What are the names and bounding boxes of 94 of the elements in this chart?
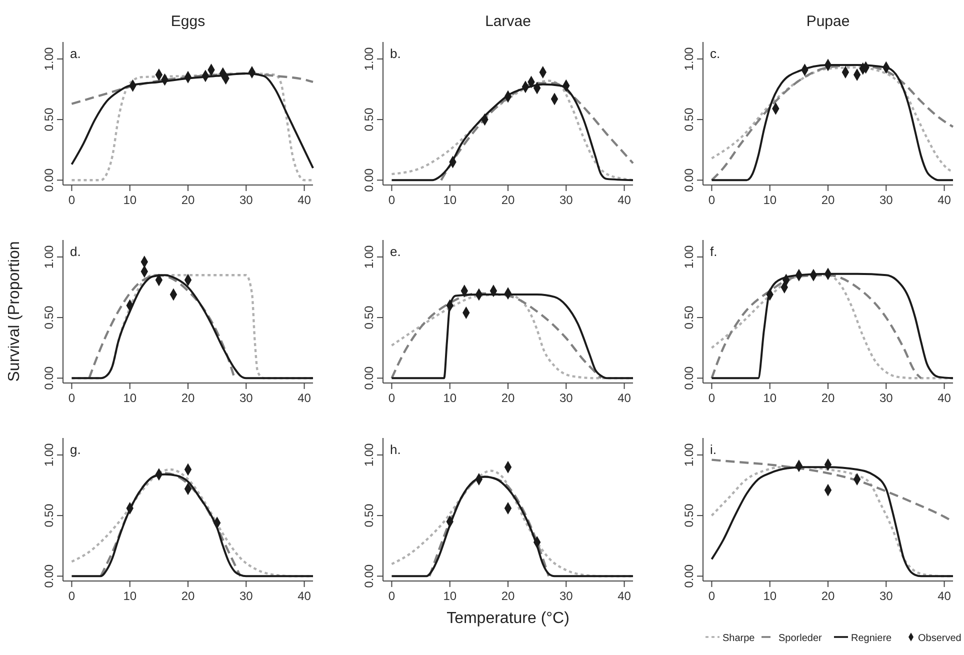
y-tick-label: 1.00 <box>362 442 376 467</box>
x-tick-label: 40 <box>938 589 952 603</box>
x-tick-label: 30 <box>559 391 574 405</box>
y-tick-label: 0.00 <box>682 168 696 192</box>
y-tick-label: 0.50 <box>42 108 56 132</box>
x-tick-label: 30 <box>239 589 254 603</box>
y-tick-label: 0.50 <box>362 108 376 132</box>
legend-label: Regniere <box>851 633 892 644</box>
annotation: e. <box>390 244 401 259</box>
x-tick-label: 20 <box>501 193 515 207</box>
x-tick-label: 40 <box>298 193 312 207</box>
y-tick-label: 1.00 <box>42 46 56 71</box>
y-tick-label: 1.00 <box>682 244 696 269</box>
x-tick-label: 40 <box>298 589 312 603</box>
line-series <box>70 274 314 380</box>
y-tick-label: 1.00 <box>42 244 56 269</box>
x-tick-label: 0 <box>388 589 396 603</box>
x-tick-label: 30 <box>879 589 894 603</box>
x-tick-label: 10 <box>443 391 457 405</box>
y-tick-label: 0.00 <box>42 564 56 588</box>
annotation: c. <box>710 46 720 61</box>
y-tick-label: 0.00 <box>362 564 376 588</box>
y-tick-label: 0.50 <box>682 504 696 528</box>
y-tick-label: 0.50 <box>362 306 376 330</box>
x-tick-label: 40 <box>618 589 632 603</box>
y-tick-label: 0.50 <box>42 306 56 330</box>
x-tick-label: 30 <box>559 193 574 207</box>
x-tick-label: 10 <box>763 391 777 405</box>
y-tick-label: 1.00 <box>682 442 696 467</box>
x-tick-label: 30 <box>879 193 894 207</box>
x-tick-label: 20 <box>821 193 835 207</box>
y-tick-label: 0.50 <box>682 108 696 132</box>
x-tick-label: 0 <box>708 391 716 405</box>
y-tick-label: 0.50 <box>42 504 56 528</box>
annotation: i. <box>710 442 716 457</box>
x-tick-label: 30 <box>559 589 574 603</box>
y-tick-label: 0.00 <box>42 366 56 390</box>
x-tick-label: 20 <box>181 589 195 603</box>
y-tick-label: 0.00 <box>682 366 696 390</box>
x-tick-label: 10 <box>443 589 457 603</box>
annotation: f. <box>710 244 718 259</box>
x-tick-label: 20 <box>501 589 515 603</box>
line-series <box>88 274 236 380</box>
legend-label: Sporleder <box>778 633 823 644</box>
x-tick-label: 10 <box>123 391 137 405</box>
annotation: h. <box>390 442 401 457</box>
x-tick-label: 20 <box>821 391 835 405</box>
x-tick-label: 10 <box>443 193 457 207</box>
y-tick-label: 1.00 <box>362 46 376 71</box>
line-series <box>440 82 634 182</box>
x-tick-label: 40 <box>298 391 312 405</box>
x-tick-label: 10 <box>763 193 777 207</box>
y-tick-label: 0.00 <box>682 564 696 588</box>
annotation: b. <box>390 46 401 61</box>
y-tick-label: 1.00 <box>362 244 376 269</box>
chart-title: Pupae <box>806 13 850 30</box>
x-tick-label: 0 <box>68 589 76 603</box>
x-tick-label: 40 <box>618 391 632 405</box>
x-tick-label: 40 <box>618 193 632 207</box>
chart-title: Eggs <box>170 13 206 30</box>
y-tick-label: 1.00 <box>682 46 696 71</box>
x-tick-label: 20 <box>501 391 515 405</box>
annotation: d. <box>70 244 81 259</box>
x-tick-label: 10 <box>123 193 137 207</box>
line-series <box>428 476 550 578</box>
y-tick-label: 0.00 <box>42 168 56 192</box>
x-tick-label: 40 <box>938 391 952 405</box>
x-tick-label: 0 <box>708 193 716 207</box>
chart-title: Larvae <box>485 13 531 30</box>
y-tick-label: 0.00 <box>362 366 376 390</box>
x-tick-label: 0 <box>68 193 76 207</box>
x-tick-label: 40 <box>938 193 952 207</box>
x-tick-label: 20 <box>181 391 195 405</box>
x-tick-label: 20 <box>181 193 195 207</box>
legend-label: Observed <box>918 633 962 644</box>
line-series <box>100 472 242 578</box>
annotation: a. <box>70 46 81 61</box>
x-tick-label: 30 <box>239 193 254 207</box>
legend-label: Sharpe <box>722 633 756 644</box>
y-tick-label: 0.50 <box>362 504 376 528</box>
x-tick-label: 30 <box>879 391 894 405</box>
y-tick-label: 0.00 <box>362 168 376 192</box>
y-tick-label: 1.00 <box>42 442 56 467</box>
x-axis-title: Temperature (°C) <box>446 610 570 627</box>
x-tick-label: 30 <box>239 391 254 405</box>
annotation: g. <box>70 442 81 457</box>
x-tick-label: 0 <box>708 589 716 603</box>
x-tick-label: 0 <box>68 391 76 405</box>
x-tick-label: 0 <box>388 391 396 405</box>
x-tick-label: 20 <box>821 589 835 603</box>
y-tick-label: 0.50 <box>682 306 696 330</box>
x-tick-label: 10 <box>763 589 777 603</box>
x-tick-label: 10 <box>123 589 137 603</box>
x-tick-label: 0 <box>388 193 396 207</box>
